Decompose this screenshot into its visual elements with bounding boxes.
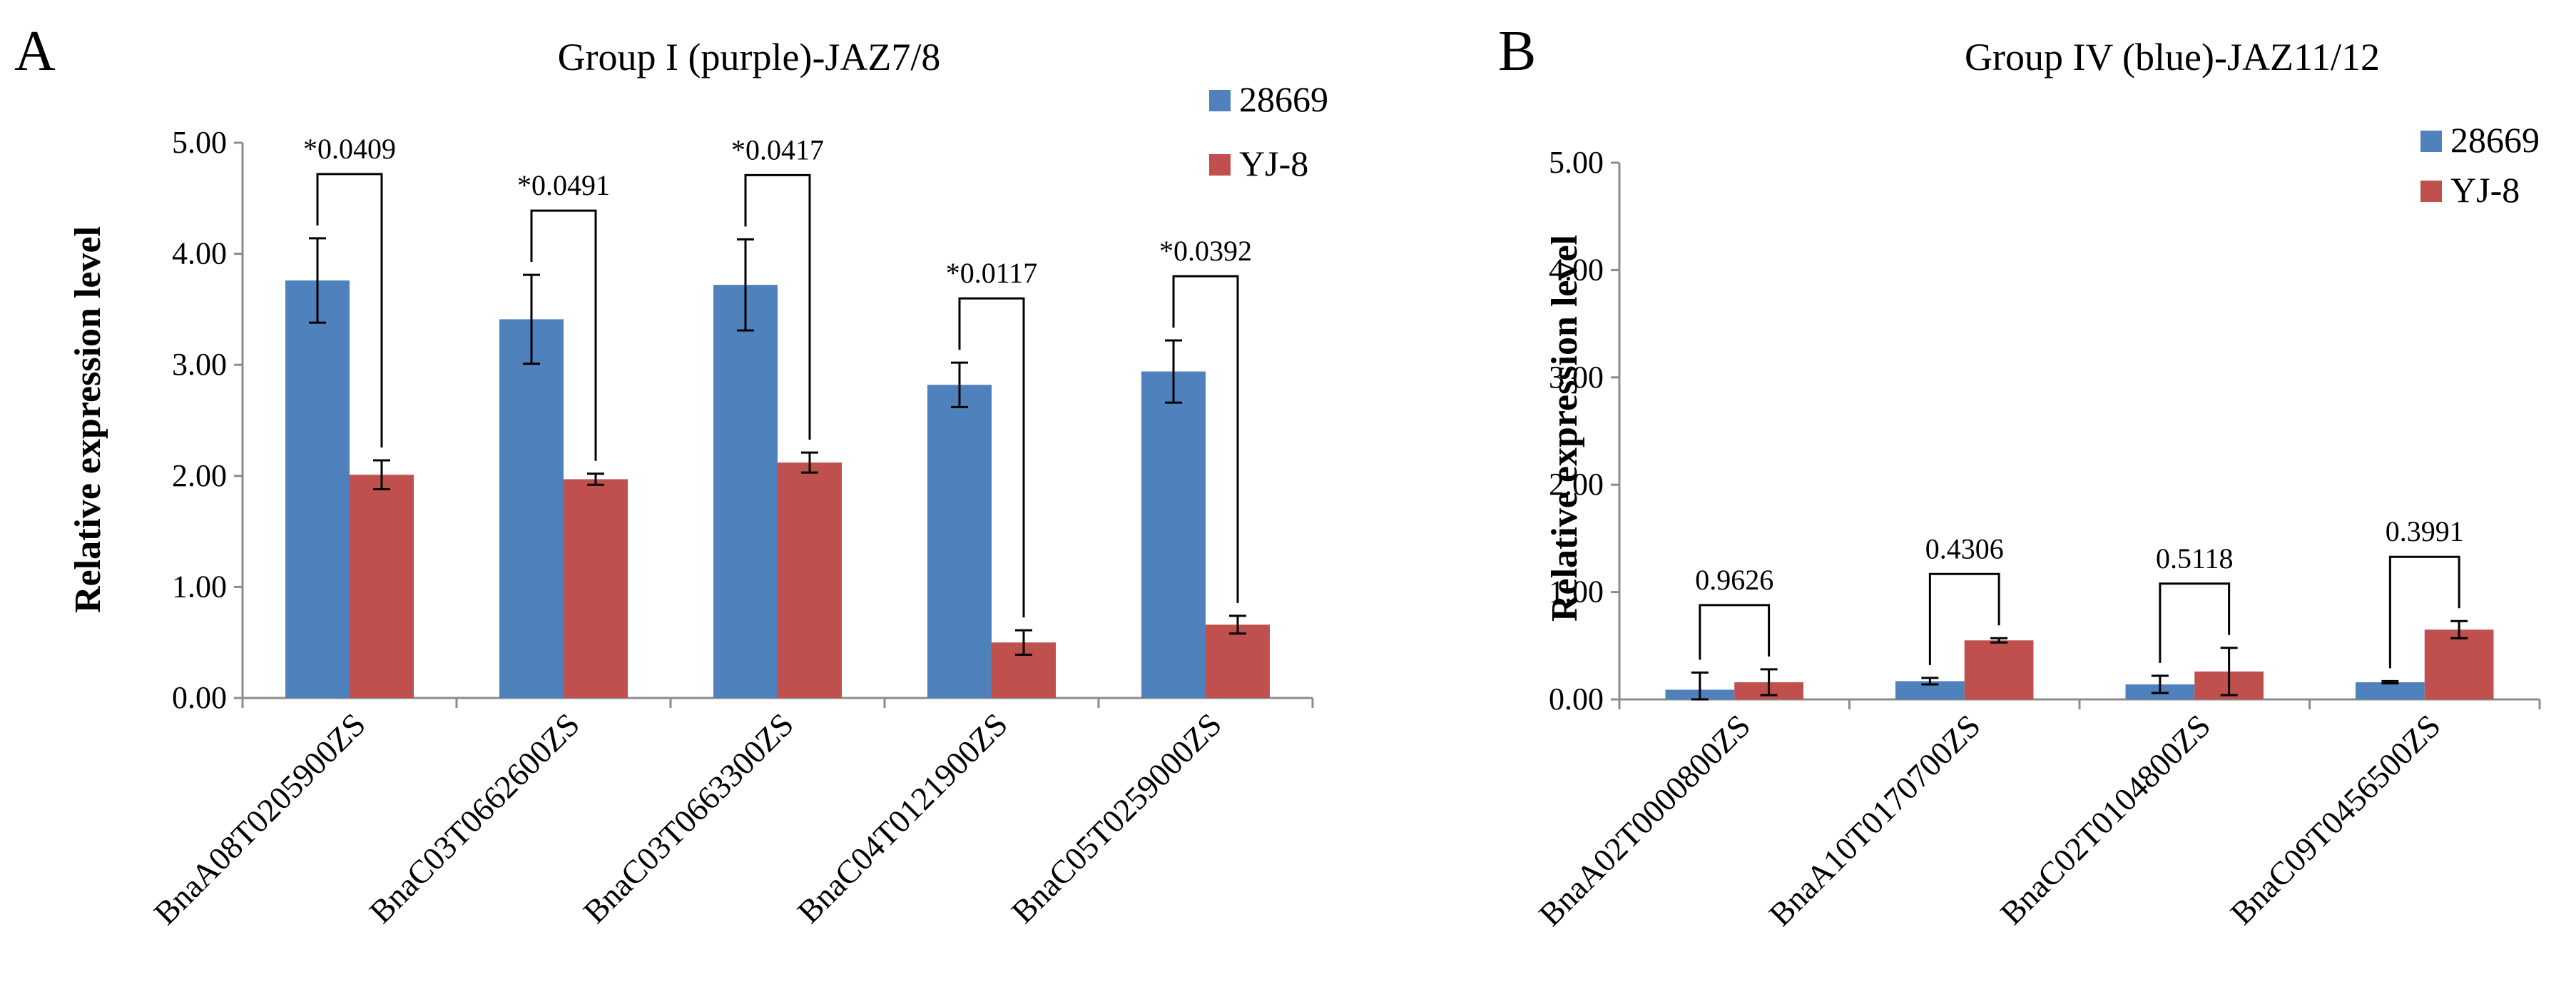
significance-bracket [744, 173, 811, 440]
y-tick-label: 5.00 [1549, 145, 1604, 180]
y-axis-label: Relative expression level [1544, 235, 1585, 622]
significance-bracket [2388, 555, 2460, 669]
legend-swatch-yj-8 [2420, 181, 2442, 202]
x-tick-label: BnaA08T0205900ZS [147, 706, 372, 931]
bar-yj-8 [778, 462, 842, 698]
x-tick-label: BnaC04T0121900ZS [790, 706, 1014, 930]
p-value-annotation: 0.3991 [2386, 515, 2464, 547]
bar-28669 [2356, 682, 2425, 699]
legend-swatch-28669 [2420, 131, 2442, 152]
x-tick-label: BnaC02T0104800ZS [1993, 707, 2217, 931]
chart-title: Group IV (blue)-JAZ11/12 [1965, 36, 2380, 79]
bar-28669 [1141, 371, 1206, 698]
y-tick-label: 1.00 [172, 569, 227, 604]
p-value-annotation: 0.5118 [2156, 542, 2234, 575]
y-tick-label: 3.00 [1549, 360, 1604, 395]
significance-bracket [2159, 582, 2231, 663]
legend-swatch-28669 [1209, 90, 1231, 111]
p-value-annotation: *0.0409 [303, 133, 396, 165]
y-tick-label: 5.00 [172, 125, 227, 160]
y-tick-label: 2.00 [1549, 467, 1604, 502]
legend-label: 28669 [1239, 79, 1328, 119]
bar-28669 [713, 285, 778, 699]
p-value-annotation: *0.0117 [946, 257, 1038, 289]
y-tick-label: 3.00 [172, 347, 227, 382]
bar-28669 [499, 319, 564, 698]
p-value-annotation: 0.4306 [1925, 532, 2004, 565]
panel-label: B [1498, 20, 1536, 83]
x-tick-label: BnaC09T0456500ZS [2223, 707, 2447, 931]
significance-bracket [316, 173, 383, 448]
significance-bracket [1172, 275, 1239, 603]
bar-28669 [927, 385, 992, 698]
significance-bracket [958, 297, 1025, 618]
bar-yj-8 [1964, 640, 2034, 699]
x-tick-label: BnaC03T0663300ZS [576, 706, 800, 930]
legend-label: YJ-8 [1239, 143, 1308, 183]
y-tick-label: 2.00 [172, 458, 227, 493]
y-tick-label: 0.00 [1549, 682, 1604, 717]
legend-label: 28669 [2450, 120, 2540, 160]
bar-yj-8 [564, 479, 628, 698]
y-axis-label: Relative expression level [68, 226, 108, 613]
significance-bracket [1699, 604, 1771, 660]
significance-bracket [530, 209, 597, 461]
p-value-annotation: 0.9626 [1695, 564, 1773, 596]
chart-title: Group I (purple)-JAZ7/8 [558, 36, 941, 79]
y-tick-label: 1.00 [1549, 575, 1604, 609]
bar-28669 [285, 280, 350, 699]
y-tick-label: 0.00 [172, 680, 227, 715]
legend-swatch-yj-8 [1209, 154, 1231, 176]
x-tick-label: BnaC05T0259000ZS [1004, 706, 1228, 930]
significance-bracket [1928, 572, 2000, 665]
x-tick-label: BnaC03T0662600ZS [362, 706, 586, 930]
p-value-annotation: *0.0417 [731, 133, 824, 166]
x-tick-label: BnaA02T0000800ZS [1532, 707, 1757, 933]
x-tick-label: BnaA10T0170700ZS [1762, 707, 1987, 933]
y-tick-label: 4.00 [1549, 252, 1604, 287]
p-value-annotation: *0.0491 [517, 169, 610, 201]
y-tick-label: 4.00 [172, 236, 227, 271]
bar-yj-8 [350, 475, 414, 698]
legend-label: YJ-8 [2450, 170, 2520, 210]
bar-yj-8 [1206, 624, 1270, 698]
panel-label: A [14, 20, 56, 83]
bar-yj-8 [2424, 629, 2494, 699]
p-value-annotation: *0.0392 [1159, 235, 1252, 267]
